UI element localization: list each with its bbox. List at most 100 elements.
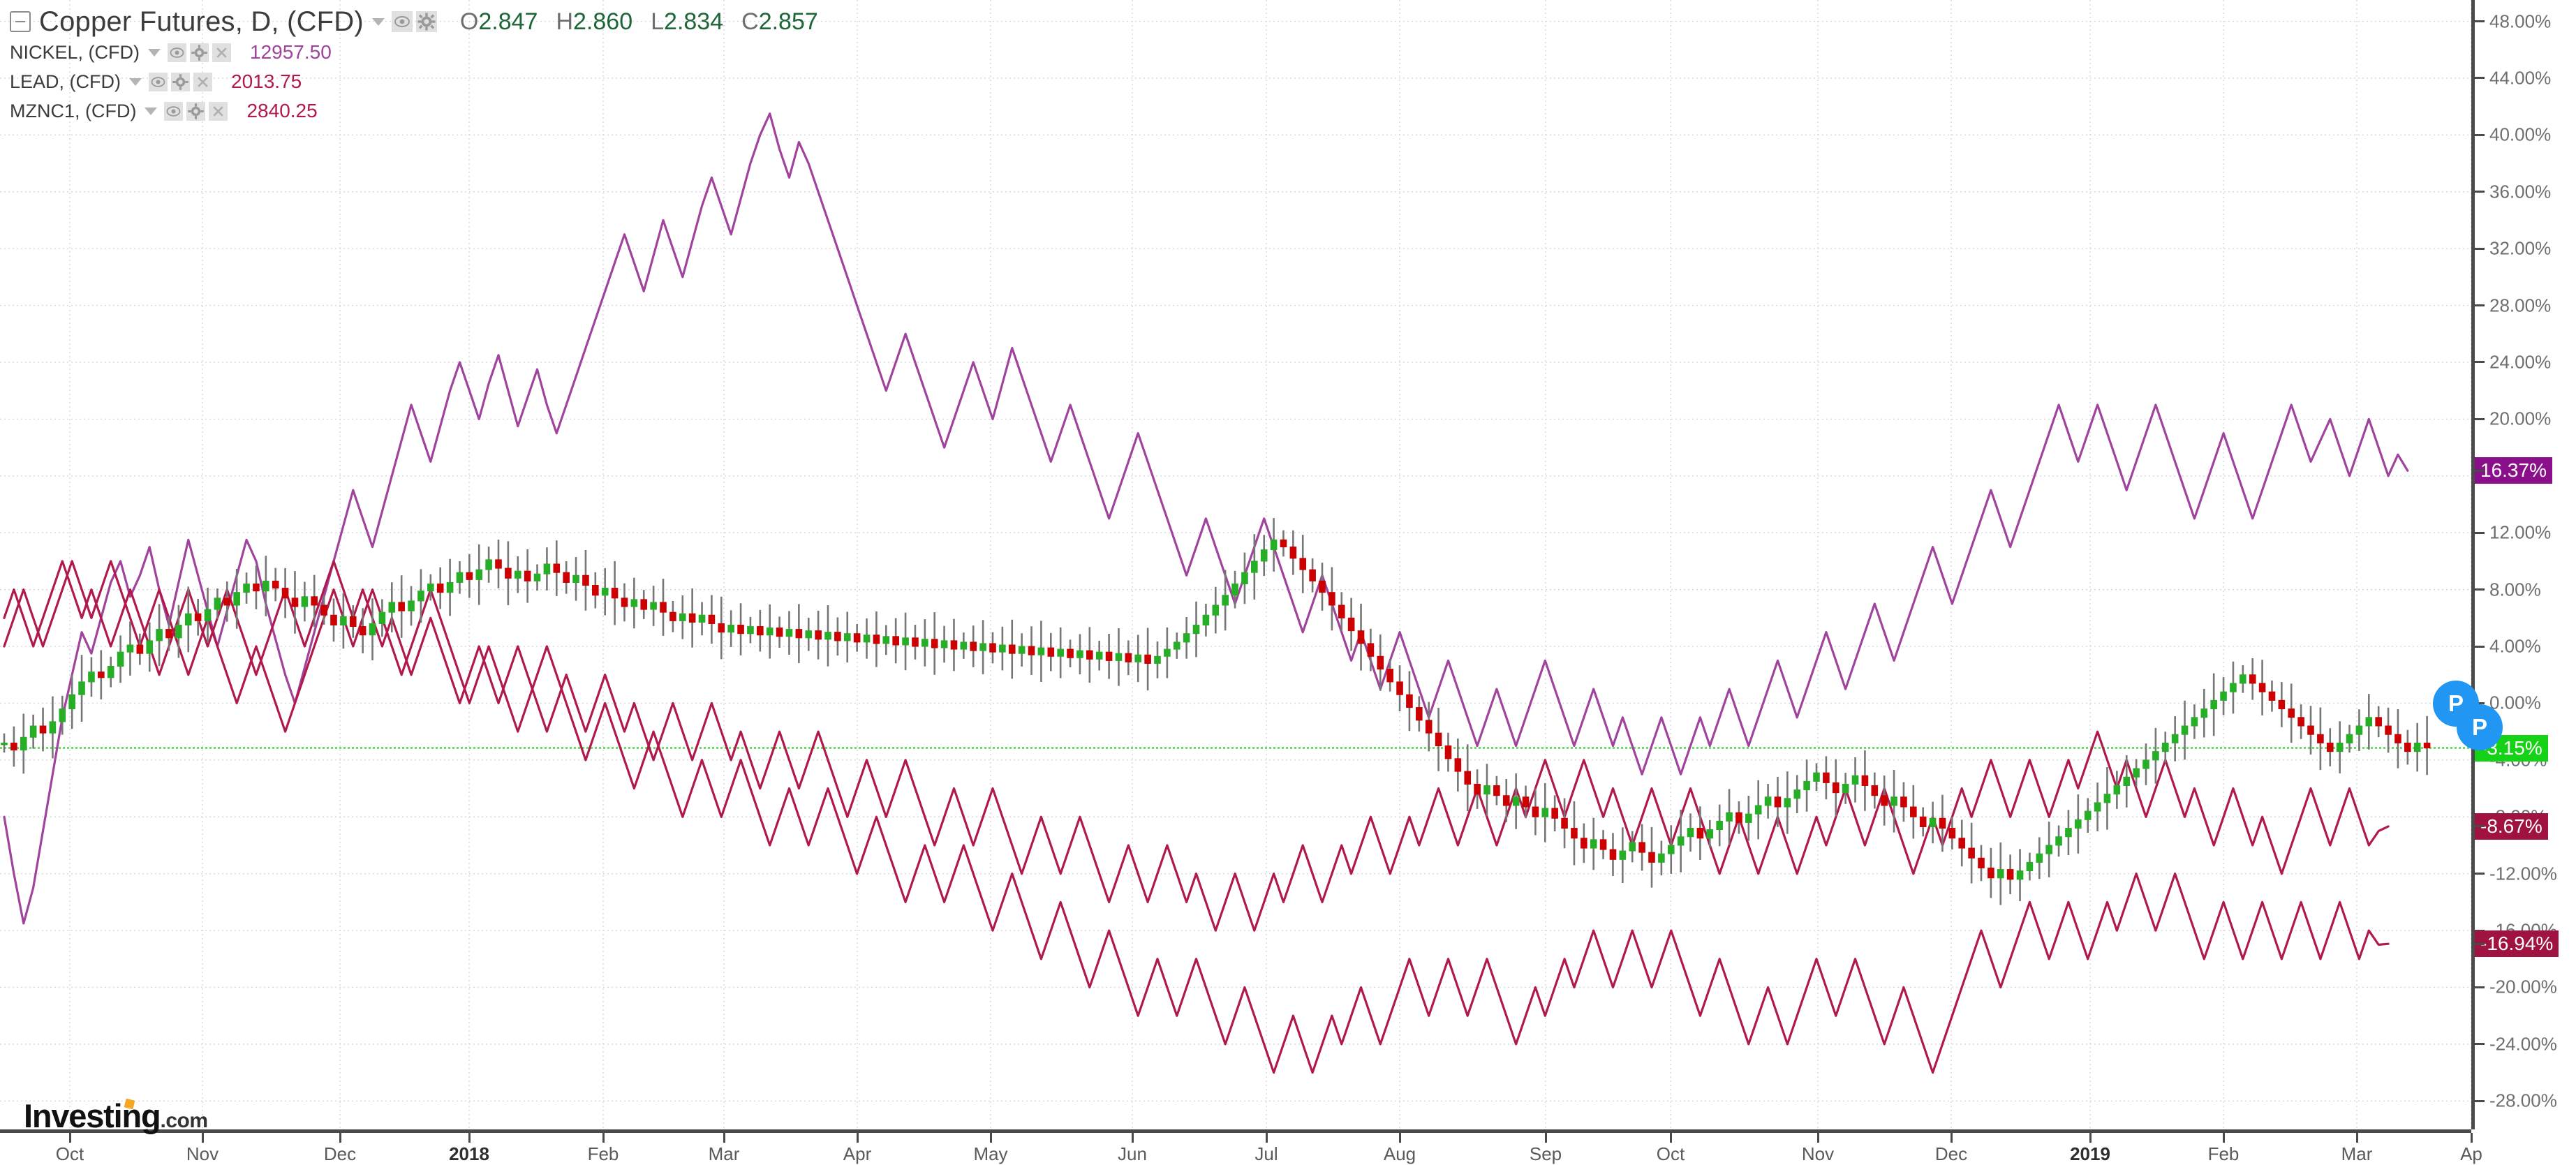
chart-legend: Copper Futures, D, (CFD) O2.847 H2.860 L2.…: [10, 6, 836, 126]
x-axis-tick: [856, 1133, 859, 1143]
x-axis-label: Aug: [1383, 1143, 1416, 1164]
y-axis-tick: [2475, 469, 2485, 472]
y-axis-label: 12.00%: [2489, 521, 2552, 543]
logo-wordmark: Investing: [24, 1097, 161, 1134]
logo-text: Investing: [24, 1097, 161, 1134]
logo-suffix: .com: [160, 1109, 209, 1132]
x-axis-label: Nov: [1801, 1143, 1835, 1164]
chart-gridlines: [0, 0, 2471, 1129]
x-axis-tick: [68, 1133, 71, 1143]
x-axis-label: Nov: [186, 1143, 219, 1164]
y-axis-tick: [2475, 588, 2485, 591]
x-axis-tick: [1950, 1133, 1953, 1143]
y-axis-label: -28.00%: [2489, 1090, 2557, 1111]
chevron-down-icon[interactable]: [371, 17, 385, 26]
chart-series-canvas: [1, 112, 2431, 1074]
y-axis-label: -20.00%: [2489, 976, 2557, 997]
x-axis-label: Sep: [1529, 1143, 1562, 1164]
legend-row-main[interactable]: Copper Futures, D, (CFD) O2.847 H2.860 L2.…: [10, 6, 836, 38]
close-icon[interactable]: [209, 101, 228, 121]
investing-com-logo: Investing .com: [24, 1097, 208, 1135]
y-axis-tick: [2475, 702, 2485, 704]
x-axis-label: Jun: [1118, 1143, 1147, 1164]
x-axis-label: Mar: [708, 1143, 740, 1164]
x-axis-label: Dec: [323, 1143, 357, 1164]
time-axis[interactable]: Oct Nov Dec 2018 Feb Mar Apr May Jun Jul Aug Sep Oct…: [0, 1129, 2576, 1164]
gear-icon[interactable]: [415, 11, 437, 32]
y-axis-tick: [2475, 361, 2485, 364]
legend-row-mznc1[interactable]: MZNC1, (CFD) 2840.25: [10, 96, 836, 126]
x-axis-label: Jul: [1254, 1143, 1278, 1164]
y-axis-tick: [2475, 1099, 2485, 1102]
price-badge[interactable]: 16.37%: [2475, 457, 2552, 484]
y-axis-label: 48.00%: [2489, 10, 2552, 32]
y-axis-label: 36.00%: [2489, 181, 2552, 202]
x-axis-tick: [602, 1133, 605, 1143]
p-marker[interactable]: P: [2433, 681, 2479, 727]
x-axis-tick: [2355, 1133, 2358, 1143]
x-axis-tick: [723, 1133, 725, 1143]
gear-icon[interactable]: [171, 72, 191, 91]
chart-plot-area[interactable]: [0, 0, 2471, 1129]
x-axis-label: Dec: [1934, 1143, 1968, 1164]
ohlc-low: L2.834: [651, 8, 724, 35]
gear-icon[interactable]: [186, 101, 206, 121]
y-axis-label: 24.00%: [2489, 351, 2552, 373]
ohlc-close: C2.857: [741, 8, 818, 35]
y-axis-tick: [2475, 77, 2485, 80]
p-marker[interactable]: P: [2457, 704, 2503, 750]
x-axis-tick: [1544, 1133, 1547, 1143]
price-badge[interactable]: -8.67%: [2475, 812, 2548, 840]
y-axis-tick: [2475, 247, 2485, 250]
close-icon[interactable]: [193, 72, 213, 91]
y-axis-tick: [2475, 942, 2485, 945]
ohlc-high: H2.860: [556, 8, 633, 35]
x-axis-label: Oct: [55, 1143, 84, 1164]
legend-series-name: NICKEL, (CFD): [10, 41, 140, 63]
y-axis-tick: [2475, 929, 2485, 932]
x-axis-tick: [1669, 1133, 1672, 1143]
gear-icon[interactable]: [190, 43, 209, 62]
x-axis-label: 2019: [2070, 1143, 2110, 1164]
y-axis-tick: [2475, 986, 2485, 988]
eye-icon[interactable]: [168, 43, 187, 62]
y-axis-label: 40.00%: [2489, 124, 2552, 145]
y-axis-tick: [2475, 645, 2485, 648]
legend-row-lead[interactable]: LEAD, (CFD) 2013.75: [10, 67, 836, 96]
x-axis-tick: [2222, 1133, 2225, 1143]
x-axis-tick: [1265, 1133, 1268, 1143]
x-axis-label: Mar: [2341, 1143, 2373, 1164]
close-icon[interactable]: [212, 43, 232, 62]
x-axis-label: Feb: [2207, 1143, 2240, 1164]
y-axis-tick: [2475, 873, 2485, 875]
x-axis-label: 2018: [449, 1143, 489, 1164]
y-axis-tick: [2475, 1043, 2485, 1046]
eye-icon[interactable]: [149, 72, 168, 91]
y-axis-label: -12.00%: [2489, 863, 2557, 884]
chevron-down-icon[interactable]: [145, 107, 158, 115]
y-axis-tick: [2475, 417, 2485, 420]
x-axis-label: Feb: [587, 1143, 619, 1164]
y-axis-label: 0.00%: [2489, 692, 2541, 713]
y-axis-label: 4.00%: [2489, 635, 2541, 657]
y-axis-tick: [2475, 304, 2485, 307]
y-axis-label: 28.00%: [2489, 295, 2552, 316]
y-axis-tick: [2475, 191, 2485, 193]
eye-icon[interactable]: [164, 101, 184, 121]
x-axis-tick: [2089, 1133, 2092, 1143]
x-axis-tick: [2470, 1133, 2473, 1143]
x-axis-label: Apr: [843, 1143, 872, 1164]
eye-icon[interactable]: [391, 11, 413, 32]
legend-row-nickel[interactable]: NICKEL, (CFD) 12957.50: [10, 38, 836, 67]
price-badge[interactable]: -16.94%: [2475, 930, 2559, 958]
legend-series-value: 2840.25: [246, 100, 318, 121]
legend-series-name: MZNC1, (CFD): [10, 100, 137, 121]
chevron-down-icon[interactable]: [148, 48, 161, 57]
x-axis-line: [0, 1129, 2471, 1133]
chevron-down-icon[interactable]: [129, 77, 142, 86]
y-axis-label: 44.00%: [2489, 67, 2552, 89]
minus-box-icon[interactable]: [10, 11, 31, 32]
price-axis[interactable]: 48.00% 44.00% 40.00% 36.00% 32.00% 28.00% 24.0…: [2471, 0, 2576, 1129]
x-axis-label: Ap: [2460, 1143, 2482, 1164]
